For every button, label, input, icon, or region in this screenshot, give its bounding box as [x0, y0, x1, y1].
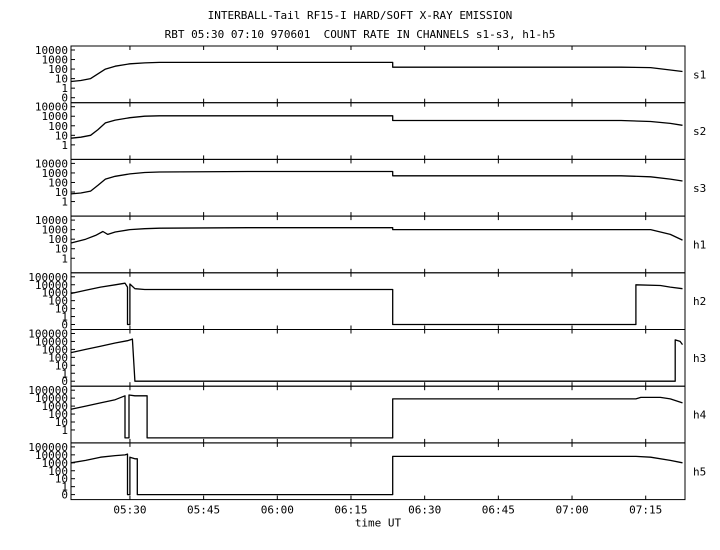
panel-frame-h2: [70, 272, 686, 330]
y-tick-label-h1: 1: [61, 252, 68, 265]
x-tick-label: 05:45: [187, 504, 220, 517]
y-tick-label-h4: 10: [55, 416, 68, 429]
y-tick-label-h5: 100: [48, 465, 68, 478]
y-tick-label-s2: 100: [48, 120, 68, 133]
y-tick-label-h3: 10: [55, 359, 68, 372]
y-tick-label-s2: 10000: [35, 101, 68, 114]
y-tick-label-h2: 1000: [42, 287, 69, 300]
y-tick-label-h4: 1000: [42, 400, 69, 413]
series-line-h1: [70, 227, 683, 244]
channel-label-h4: h4: [693, 409, 707, 422]
y-tick-label-h5: 1: [61, 481, 68, 494]
channel-label-s2: s2: [693, 125, 706, 138]
x-tick-label: 06:00: [261, 504, 294, 517]
y-tick-label-h5: 10000: [35, 449, 68, 462]
y-tick-label-s1: 1000: [42, 54, 69, 67]
y-tick-label-s2: 1: [61, 139, 68, 152]
y-tick-label-s3: 100: [48, 176, 68, 189]
y-tick-label-h3: 0: [61, 375, 68, 388]
y-tick-label-h2: 1: [61, 311, 68, 324]
y-tick-label-s2: 1000: [42, 110, 69, 123]
series-line-h2: [70, 282, 683, 326]
y-tick-label-s3: 10: [55, 186, 68, 199]
y-tick-label-h4: 1: [61, 424, 68, 437]
x-tick-label: 06:15: [334, 504, 367, 517]
y-tick-label-s3: 10000: [35, 157, 68, 170]
y-tick-label-s3: 1000: [42, 167, 69, 180]
y-tick-label-s1: 10: [55, 73, 68, 86]
series-line-h4: [70, 394, 683, 439]
y-tick-label-s3: 1: [61, 196, 68, 209]
panel-frame-s2: [70, 102, 686, 160]
y-tick-label-s1: 0: [61, 92, 68, 105]
x-axis-label: time UT: [355, 517, 402, 530]
y-tick-label-h4: 100: [48, 408, 68, 421]
y-tick-label-h4: 100000: [28, 384, 68, 397]
panel-frame-h1: [70, 215, 686, 274]
channel-label-h2: h2: [693, 295, 706, 308]
y-tick-label-s1: 1: [61, 82, 68, 95]
y-tick-label-h5: 10: [55, 473, 68, 486]
y-tick-label-h1: 100: [48, 233, 68, 246]
y-tick-label-s1: 100: [48, 63, 68, 76]
panel-frame-h3: [70, 329, 686, 387]
y-tick-label-h5: 0: [61, 489, 68, 502]
series-line-s1: [70, 61, 683, 83]
series-line-s3: [70, 170, 683, 195]
y-tick-label-h1: 10000: [35, 214, 68, 227]
y-tick-label-h4: 10000: [35, 392, 68, 405]
x-tick-label: 06:45: [482, 504, 515, 517]
channel-label-h5: h5: [693, 465, 706, 478]
panel-frame-h4: [70, 385, 686, 444]
y-tick-label-h3: 100000: [28, 328, 68, 341]
y-tick-label-h3: 1000: [42, 343, 69, 356]
series-line-h3: [70, 338, 684, 382]
channel-label-s3: s3: [693, 182, 706, 195]
panel-frame-s3: [70, 158, 686, 217]
series-line-h5: [70, 453, 683, 496]
y-tick-label-s2: 10: [55, 129, 68, 142]
y-tick-label-s1: 10000: [35, 44, 68, 57]
series-line-s2: [70, 115, 683, 139]
y-tick-label-h1: 10: [55, 243, 68, 256]
y-tick-label-h3: 1: [61, 367, 68, 380]
y-tick-label-h2: 0: [61, 319, 68, 332]
y-tick-label-h5: 100000: [28, 441, 68, 454]
chart-title: INTERBALL-Tail RF15-I HARD/SOFT X-RAY EM…: [207, 9, 513, 22]
panel-frame-s1: [70, 45, 686, 104]
channel-label-s1: s1: [693, 68, 706, 81]
y-tick-label-h3: 100: [48, 351, 68, 364]
chart-subtitle: RBT 05:30 07:10 970601 COUNT RATE IN CHA…: [164, 28, 556, 41]
y-tick-label-h1: 1000: [42, 224, 69, 237]
panel-frame-h5: [70, 442, 686, 501]
x-tick-label: 06:30: [408, 504, 441, 517]
y-tick-label-h5: 1000: [42, 457, 69, 470]
y-tick-label-h2: 10000: [35, 279, 68, 292]
y-tick-label-h2: 10: [55, 303, 68, 316]
y-tick-label-h3: 10000: [35, 335, 68, 348]
y-tick-label-h2: 100: [48, 295, 68, 308]
channel-label-h1: h1: [693, 238, 706, 251]
channel-label-h3: h3: [693, 352, 706, 365]
x-tick-label: 07:15: [629, 504, 662, 517]
x-tick-label: 07:00: [555, 504, 588, 517]
x-tick-label: 05:30: [113, 504, 146, 517]
y-tick-label-h2: 100000: [28, 271, 68, 284]
